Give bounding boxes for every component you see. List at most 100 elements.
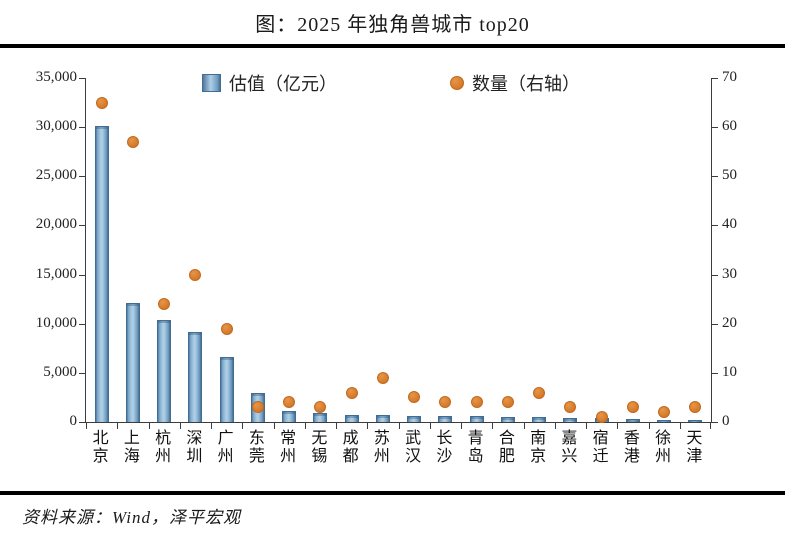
x-axis-label-深圳: 深圳 (186, 430, 203, 465)
count-dot-嘉兴 (564, 401, 577, 414)
right-axis-tick-label: 20 (722, 314, 737, 331)
right-axis-tickmark (712, 274, 718, 276)
left-axis-tick-label: 10,000 (35, 314, 77, 331)
count-dot-徐州 (658, 406, 671, 419)
x-axis-tickmark (86, 423, 87, 429)
x-axis-label-杭州: 杭州 (155, 430, 172, 465)
count-dot-南京 (533, 386, 546, 399)
left-axis-tickmark (79, 225, 85, 227)
left-axis-tickmark (79, 274, 85, 276)
right-axis-tick-label: 30 (722, 265, 737, 282)
count-dot-合肥 (501, 396, 514, 409)
left-axis-tick-label: 25,000 (35, 167, 77, 184)
x-axis-tickmark (179, 423, 181, 429)
bar-天津 (688, 420, 703, 423)
right-axis-tick-label: 10 (722, 363, 737, 380)
x-axis-tickmark (429, 423, 431, 429)
count-dot-香港 (626, 401, 639, 414)
bar-青岛 (469, 416, 484, 422)
x-axis-label-东莞: 东莞 (248, 430, 265, 465)
count-dot-东莞 (251, 401, 264, 414)
right-axis-tickmark (712, 372, 718, 374)
bar-徐州 (657, 419, 672, 424)
count-dot-武汉 (408, 391, 421, 404)
left-axis-tickmark (79, 372, 85, 374)
x-axis-tickmark (304, 423, 306, 429)
bottom-divider-rule (0, 491, 785, 495)
x-axis-label-长沙: 长沙 (436, 430, 453, 465)
count-dot-无锡 (314, 401, 327, 414)
right-axis-tickmark (712, 176, 718, 178)
bar-合肥 (500, 416, 515, 422)
bar-series-swatch-icon (202, 74, 221, 92)
left-axis-tick-label: 0 (69, 413, 78, 429)
count-dot-上海 (126, 135, 139, 148)
right-axis-tickmark (712, 127, 718, 129)
x-axis-tickmark (336, 423, 337, 429)
count-dot-长沙 (439, 396, 452, 409)
left-axis-tickmark (79, 422, 85, 423)
x-axis-label-天津: 天津 (686, 430, 703, 465)
plot-area: 估值（亿元） 数量（右轴） (79, 68, 718, 429)
count-dot-宿迁 (595, 411, 608, 424)
left-axis-tick-label: 35,000 (35, 69, 77, 85)
x-axis-tickmark (211, 423, 212, 429)
x-axis-tickmark (117, 423, 119, 429)
legend-label-valuation: 估值（亿元） (229, 74, 337, 94)
x-axis-label-武汉: 武汉 (405, 430, 422, 465)
right-axis-tick-label: 70 (722, 69, 737, 85)
x-axis-label-徐州: 徐州 (655, 430, 672, 465)
x-axis-tickmark (367, 423, 369, 429)
x-axis-label-香港: 香港 (623, 430, 640, 465)
x-axis-tickmark (461, 423, 462, 429)
bar-苏州 (375, 414, 390, 422)
chart-title: 图：2025 年独角兽城市 top20 (255, 14, 530, 36)
right-axis-tick-label: 0 (722, 413, 730, 429)
count-dot-成都 (345, 386, 358, 399)
left-axis-tick-label: 5,000 (43, 363, 77, 380)
legend-item-valuation: 估值（亿元） (198, 68, 341, 98)
right-axis-tickmark (712, 225, 718, 227)
x-axis-tickmark (679, 423, 681, 429)
left-axis-tickmark (79, 176, 85, 178)
bar-南京 (532, 417, 547, 422)
left-axis-tick-label: 30,000 (35, 118, 77, 135)
x-axis-tickmark (523, 423, 525, 429)
left-axis-tickmark (79, 127, 85, 129)
x-axis-label-常州: 常州 (280, 430, 297, 465)
x-axis-tickmark (148, 423, 150, 429)
count-dot-青岛 (470, 396, 483, 409)
x-axis-tickmark (398, 423, 400, 429)
x-axis-label-广州: 广州 (217, 430, 234, 465)
x-axis-tickmark (710, 423, 711, 429)
bar-深圳 (188, 331, 203, 422)
left-axis-tick-label: 15,000 (35, 265, 77, 282)
bar-广州 (219, 357, 234, 422)
top-divider-rule (0, 44, 785, 48)
x-axis-label-宿迁: 宿迁 (592, 430, 609, 465)
data-source-note: 资料来源：Wind，泽平宏观 (22, 508, 241, 527)
x-axis-tickmark (617, 423, 619, 429)
right-axis-tickmark (712, 78, 718, 79)
left-axis-tick-label: 20,000 (35, 216, 77, 233)
x-axis-tickmark (586, 423, 587, 429)
right-axis-tickmark (712, 422, 718, 423)
x-axis-label-无锡: 无锡 (311, 430, 328, 465)
x-axis-label-上海: 上海 (123, 430, 140, 465)
x-axis-label-苏州: 苏州 (373, 430, 390, 465)
count-dot-深圳 (189, 268, 202, 281)
right-axis-tickmark (712, 323, 718, 325)
right-axis-tick-label: 40 (722, 216, 737, 233)
count-dot-广州 (220, 322, 233, 335)
x-axis-label-北京: 北京 (92, 430, 109, 465)
bar-长沙 (438, 416, 453, 422)
x-axis-label-嘉兴: 嘉兴 (561, 430, 578, 465)
left-axis-tickmark (79, 78, 85, 79)
bar-成都 (344, 414, 359, 422)
x-axis-label-成都: 成都 (342, 430, 359, 465)
bar-杭州 (157, 320, 172, 422)
count-dot-杭州 (158, 298, 171, 311)
count-dot-天津 (689, 401, 702, 414)
x-axis-tickmark (492, 423, 494, 429)
